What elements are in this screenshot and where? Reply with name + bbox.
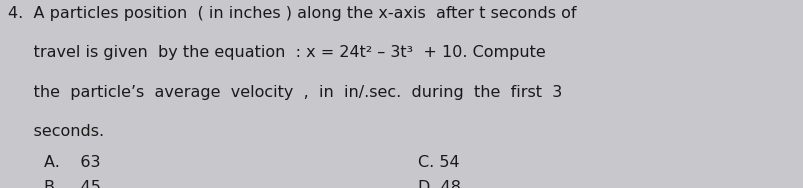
Text: seconds.: seconds. <box>8 124 104 139</box>
Text: B.    45: B. 45 <box>44 180 101 188</box>
Text: 4.  A particles position  ( in inches ) along the x-axis  after t seconds of: 4. A particles position ( in inches ) al… <box>8 6 576 21</box>
Text: A.    63: A. 63 <box>44 155 100 170</box>
Text: travel is given  by the equation  : x = 24t² – 3t³  + 10. Compute: travel is given by the equation : x = 24… <box>8 45 545 60</box>
Text: C. 54: C. 54 <box>418 155 459 170</box>
Text: the  particle’s  average  velocity  ,  in  in/.sec.  during  the  first  3: the particle’s average velocity , in in/… <box>8 85 561 100</box>
Text: D. 48: D. 48 <box>418 180 460 188</box>
